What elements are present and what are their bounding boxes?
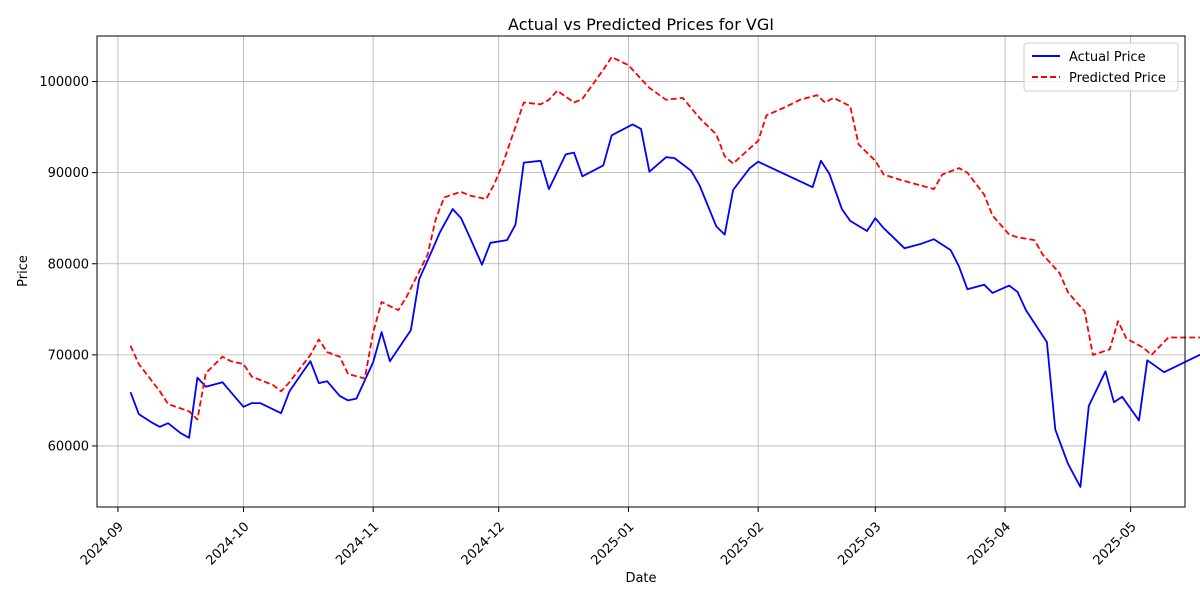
legend-box (1023, 42, 1179, 92)
legend-label-predicted: Predicted Price (1069, 71, 1166, 86)
series-layer (129, 56, 1200, 488)
y-tick-label: 70000 (48, 348, 89, 363)
y-tick-label: 80000 (48, 257, 89, 272)
grid (97, 36, 1185, 507)
plot-frame (96, 35, 1186, 508)
legend: Actual Price Predicted Price (1023, 42, 1179, 92)
x-axis-title: Date (625, 571, 656, 586)
legend-label-actual: Actual Price (1069, 50, 1146, 65)
y-tick-label: 90000 (48, 166, 89, 181)
y-tick-label: 100000 (39, 75, 89, 90)
chart-title: Actual vs Predicted Prices for VGI (508, 15, 774, 34)
series-line-predicted-price (129, 56, 1200, 421)
plot-area (97, 36, 1185, 507)
series-line-actual-price (129, 123, 1200, 488)
y-tick-label: 60000 (48, 439, 89, 454)
y-axis: 60000 70000 80000 90000 100000 (39, 75, 97, 454)
y-axis-title: Price (16, 255, 31, 287)
